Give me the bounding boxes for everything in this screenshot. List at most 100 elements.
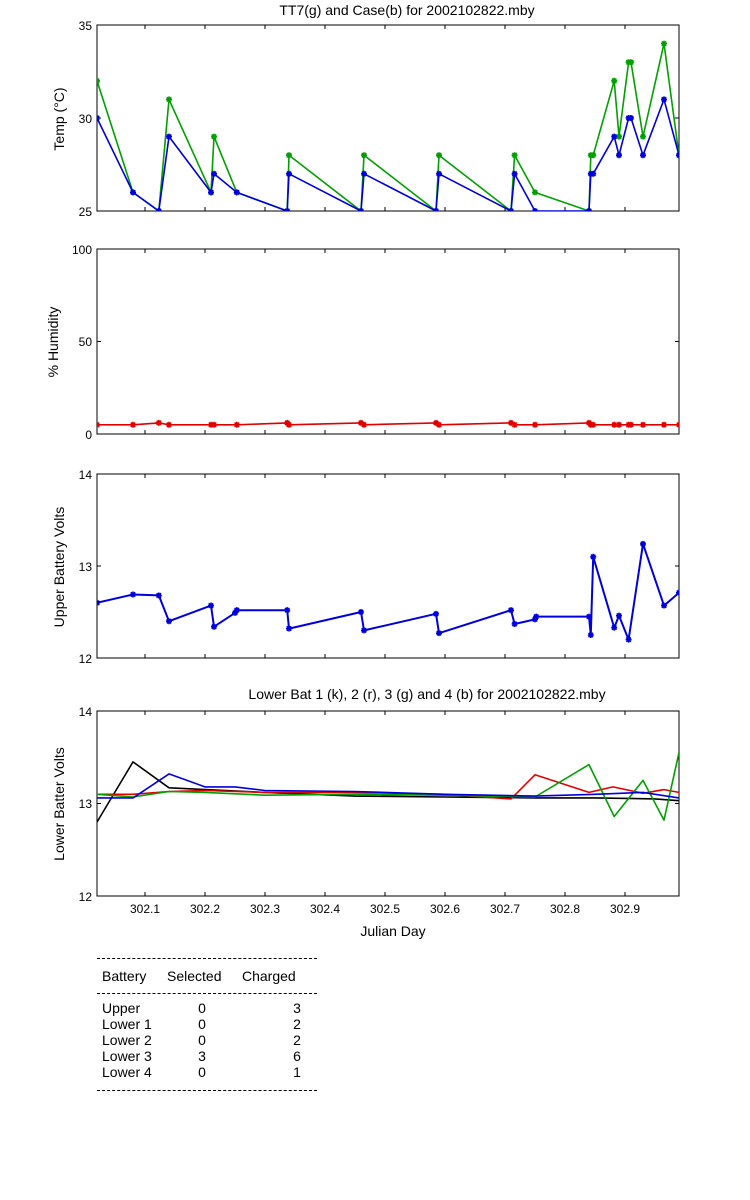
data-point [130, 591, 136, 598]
humidity-panel: % Humidity 0 50 100 [45, 243, 680, 442]
data-point [586, 208, 592, 211]
table-row: Lower 2 0 2 [97, 1032, 317, 1048]
data-point [211, 170, 217, 177]
data-point [97, 115, 100, 121]
battery-name: Lower 3 [102, 1048, 152, 1064]
battery-selected: 0 [198, 1016, 206, 1032]
data-point [155, 419, 162, 426]
data-point [661, 40, 667, 47]
data-point [233, 421, 240, 428]
data-point [208, 602, 214, 609]
upper-battery-panel: Upper Battery Volts 12 13 14 [51, 468, 680, 666]
data-point [361, 152, 367, 159]
data-point [640, 421, 646, 428]
lower-battery-ylabel: Lower Batter Volts [51, 747, 67, 861]
battery-name: Upper [102, 1000, 141, 1016]
table-rule-bottom [97, 1090, 317, 1091]
data-point [361, 170, 367, 177]
data-point [508, 208, 514, 211]
data-point [628, 115, 634, 121]
data-point [211, 421, 217, 428]
hum-ytick-100: 100 [72, 243, 92, 257]
data-point [590, 553, 597, 560]
data-point [511, 421, 518, 428]
data-point [616, 612, 622, 619]
upper-ytick-14: 14 [79, 468, 93, 482]
data-point [358, 419, 364, 426]
hum-ytick-0: 0 [85, 428, 92, 442]
data-point [286, 421, 292, 428]
plot-frame [96, 248, 680, 435]
data-point [587, 632, 594, 638]
data-point [628, 59, 634, 66]
series-line-tt7-g [97, 42, 679, 211]
data-point [508, 607, 514, 614]
data-point [508, 419, 514, 426]
x-tick-label: 302.8 [550, 902, 580, 916]
data-point [155, 592, 162, 599]
data-point [433, 208, 439, 211]
data-point [676, 421, 679, 428]
data-point [590, 152, 597, 159]
lower-ytick-13: 13 [79, 797, 93, 811]
temp-ytick-35: 35 [79, 19, 93, 33]
x-tick-label: 302.5 [370, 902, 400, 916]
series-line-lower-1-k [97, 761, 679, 823]
battery-name: Lower 4 [102, 1064, 152, 1080]
data-point [532, 616, 538, 623]
header-selected: Selected [167, 968, 222, 984]
data-point [590, 170, 597, 177]
data-point [532, 189, 538, 196]
data-point [511, 170, 518, 177]
temp-ytick-30: 30 [79, 112, 93, 126]
data-point [661, 96, 667, 103]
x-tick-label: 302.9 [610, 902, 640, 916]
data-point [436, 152, 442, 159]
figure: TT7(g) and Case(b) for 2002102822.mby Te… [45, 2, 680, 939]
lower-ytick-14: 14 [79, 705, 93, 719]
battery-charged: 6 [293, 1048, 301, 1064]
data-point [130, 421, 136, 428]
data-point [166, 618, 172, 625]
data-point [676, 152, 679, 159]
plot-frame [96, 710, 680, 897]
data-point [233, 607, 240, 614]
lower-ytick-12: 12 [79, 890, 93, 904]
table-row: Upper 0 3 [97, 1000, 317, 1016]
series-layer [97, 40, 679, 211]
data-point [511, 152, 518, 159]
battery-name: Lower 2 [102, 1032, 152, 1048]
data-point [97, 599, 100, 606]
data-point [361, 421, 367, 428]
battery-name: Lower 1 [102, 1016, 152, 1032]
data-point [611, 421, 618, 428]
data-point [284, 607, 291, 614]
hum-ytick-50: 50 [79, 335, 93, 349]
data-point [616, 133, 622, 140]
data-point [533, 613, 540, 620]
data-point [436, 630, 442, 637]
data-point [436, 421, 442, 428]
upper-battery-ylabel: Upper Battery Volts [51, 507, 67, 628]
table-row: Lower 3 3 6 [97, 1048, 317, 1064]
data-point [166, 96, 172, 103]
x-tick-label: 302.6 [430, 902, 460, 916]
battery-charged: 3 [293, 1000, 301, 1016]
data-point [611, 133, 618, 140]
data-point [590, 421, 597, 428]
table-row: Lower 4 0 1 [97, 1064, 317, 1080]
battery-selected: 3 [198, 1048, 206, 1064]
data-point [661, 602, 667, 609]
data-point [616, 152, 622, 159]
table-header: Battery Selected Charged [97, 959, 317, 993]
data-point [233, 189, 240, 196]
battery-selected: 0 [198, 1032, 206, 1048]
x-tick-label: 302.4 [310, 902, 340, 916]
x-tick-label: 302.3 [250, 902, 280, 916]
data-point [625, 636, 632, 643]
data-point [130, 189, 136, 196]
plot-frame [96, 24, 680, 212]
data-point [640, 133, 646, 140]
x-axis-label: Julian Day [360, 923, 425, 939]
data-point [361, 627, 367, 634]
